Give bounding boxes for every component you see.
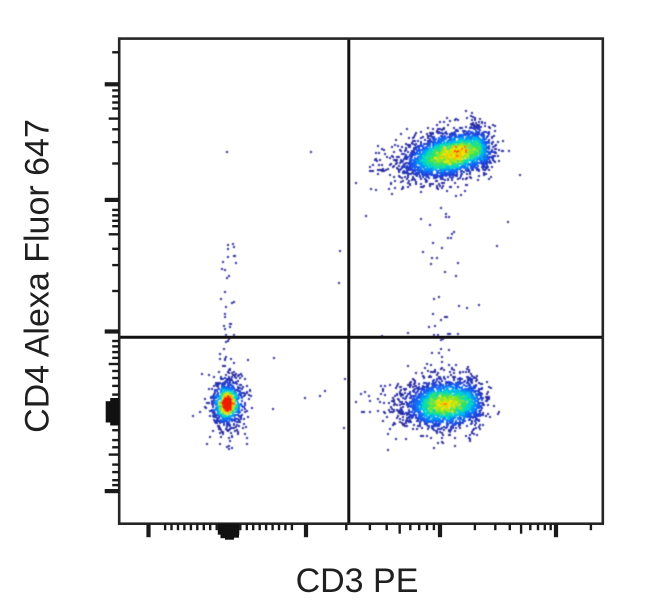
svg-text:CD3 PE: CD3 PE (296, 562, 419, 600)
svg-text:CD4 Alexa Fluor 647: CD4 Alexa Fluor 647 (19, 119, 57, 433)
